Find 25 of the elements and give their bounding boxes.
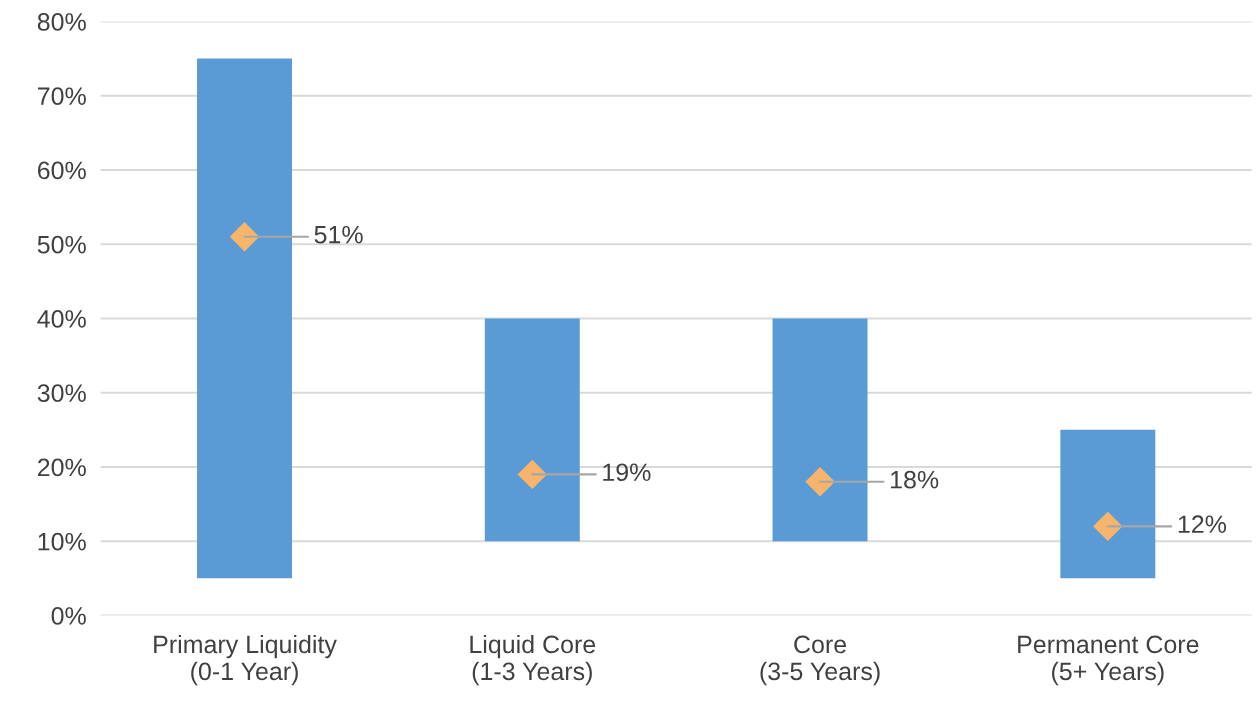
x-tick-label: Primary Liquidity (0-1 Year) xyxy=(154,634,337,686)
data-label: 12% xyxy=(1178,515,1227,533)
bar xyxy=(484,318,580,542)
data-label: 51% xyxy=(314,225,363,244)
y-tick-label: 70% xyxy=(38,87,86,105)
y-tick-label: 10% xyxy=(38,532,86,551)
y-tick-label: 50% xyxy=(37,235,86,254)
bar xyxy=(197,58,293,579)
y-tick-label: 60% xyxy=(37,161,86,180)
point xyxy=(230,222,259,252)
y-tick-label: 30% xyxy=(37,384,86,402)
data-label: 18% xyxy=(891,470,939,489)
bar xyxy=(1060,429,1156,579)
x-tick-label: Core (3-5 Years) xyxy=(760,635,880,686)
data-label: 19% xyxy=(603,463,651,482)
y-tick-label: 0% xyxy=(51,607,86,625)
y-tick-label: 20% xyxy=(37,458,86,477)
y-tick-label: 40% xyxy=(37,310,86,328)
y-tick-label: 80% xyxy=(37,13,86,31)
point xyxy=(805,467,835,497)
point xyxy=(1093,511,1123,541)
point xyxy=(517,459,547,489)
bar xyxy=(772,318,868,542)
x-tick-label: Liquid Core (1-3 Years) xyxy=(470,634,596,686)
x-tick-label: Permanent Core (5+ Years) xyxy=(1018,635,1199,686)
